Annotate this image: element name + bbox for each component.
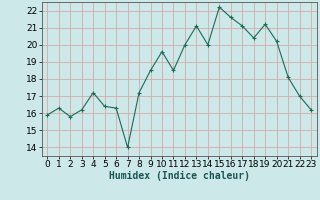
X-axis label: Humidex (Indice chaleur): Humidex (Indice chaleur): [109, 171, 250, 181]
